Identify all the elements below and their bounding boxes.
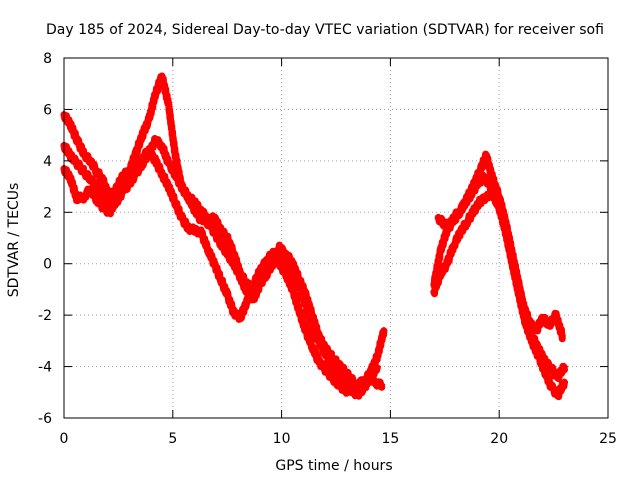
data-track	[60, 145, 386, 397]
y-tick-label: 6	[43, 102, 52, 118]
plot-frame	[63, 57, 609, 419]
x-tick-label: 25	[599, 431, 617, 447]
data-trace	[158, 72, 172, 108]
data-point	[373, 363, 381, 371]
x-tick-label: 20	[490, 431, 508, 447]
data-trace	[158, 170, 172, 193]
data-trace	[145, 90, 159, 124]
y-tick-label: -6	[38, 411, 52, 427]
y-tick-label: 0	[43, 257, 52, 273]
data-trace	[289, 285, 303, 316]
data-trace	[489, 175, 503, 203]
data-point	[558, 332, 566, 340]
data-point	[560, 378, 568, 386]
data-track	[60, 135, 381, 400]
y-axis-label: SDTVAR / TECUs	[6, 183, 22, 298]
data-trace	[164, 183, 179, 209]
x-tick-label: 10	[273, 431, 291, 447]
data-trace	[249, 278, 264, 304]
data-trace	[454, 200, 468, 217]
data-point	[560, 363, 568, 371]
chart-title: Day 185 of 2024, Sidereal Day-to-day VTE…	[46, 22, 604, 38]
data-trace	[367, 363, 381, 381]
data-trace	[552, 310, 566, 343]
x-axis: 0 5 10 15 20 25	[60, 58, 617, 447]
data-trace	[132, 128, 146, 157]
y-tick-label: 2	[43, 205, 52, 221]
data-trace	[534, 352, 549, 379]
data-trace	[197, 229, 212, 255]
data-trace	[500, 213, 514, 254]
data-trace	[164, 100, 179, 159]
data-track	[60, 72, 388, 394]
data-point	[380, 327, 388, 335]
y-tick-label: 4	[43, 154, 52, 170]
y-axis: -6 -4 -2 0 2 4 6 8	[38, 51, 608, 427]
data-trace	[315, 336, 329, 359]
x-tick-label: 5	[168, 431, 177, 447]
data-trace	[236, 296, 251, 322]
data-trace	[367, 376, 386, 391]
data-trace	[373, 327, 388, 360]
data-trace	[302, 299, 316, 332]
data-trace	[487, 182, 501, 208]
data-trace	[67, 174, 81, 205]
data-trace	[210, 259, 225, 286]
data-trace	[436, 227, 451, 255]
data-trace	[554, 362, 568, 383]
data-trace	[302, 325, 316, 352]
data-trace	[513, 275, 527, 310]
y-tick-label: -4	[38, 360, 52, 376]
data-points	[60, 72, 568, 401]
x-axis-label: GPS time / hours	[275, 458, 392, 474]
data-trace	[443, 243, 457, 268]
x-tick-label: 15	[381, 431, 399, 447]
data-trace	[106, 195, 120, 218]
x-tick-label: 0	[60, 431, 69, 447]
data-point	[378, 381, 386, 389]
y-tick-label: -2	[38, 308, 52, 324]
data-track	[434, 171, 566, 343]
data-trace	[554, 378, 568, 401]
y-tick-label: 8	[43, 51, 52, 67]
